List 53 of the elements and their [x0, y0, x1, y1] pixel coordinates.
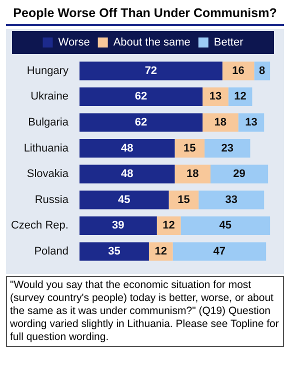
bar [172, 242, 266, 261]
data-label: 15 [184, 142, 196, 154]
data-label: 18 [214, 116, 227, 129]
data-label: 45 [118, 194, 130, 206]
text: "Would you say that the economic situation for most (survey country's people) today is better, worse, or about the same as it was under communism?" (Q19) Question wording varied slightly in Lithuania. Please see Topline for full question wording. [6, 276, 284, 347]
data-label: 45 [219, 220, 232, 232]
data-label: 15 [178, 194, 190, 206]
y-tick-label: Bulgaria [28, 116, 70, 129]
legend-label: Better [214, 36, 244, 49]
data-label: 62 [134, 90, 148, 103]
data-label: 35 [108, 246, 120, 258]
y-tick-label: Hungary [26, 64, 69, 77]
data-label: 48 [120, 142, 134, 154]
data-label: 23 [221, 142, 234, 154]
data-label: 12 [162, 220, 175, 232]
bar [79, 62, 222, 80]
data-label: 16 [232, 64, 244, 77]
bar [210, 164, 268, 184]
data-label: 12 [154, 246, 167, 258]
data-label: 18 [186, 168, 199, 180]
data-label: 47 [213, 246, 226, 258]
y-tick-label: Czech Rep. [10, 220, 68, 232]
bar [148, 242, 173, 261]
y-tick-label: Slovakia [26, 168, 70, 180]
data-label: 39 [112, 220, 124, 232]
data-label: 62 [134, 116, 148, 129]
data-label: 13 [245, 116, 258, 129]
data-label: 33 [225, 194, 238, 206]
data-label: 72 [144, 64, 158, 77]
y-tick-label: Ukraine [30, 90, 68, 103]
y-tick-label: Russia [34, 194, 70, 206]
y-tick-label: Lithuania [24, 142, 70, 154]
bar [79, 164, 175, 184]
bar [174, 164, 210, 184]
data-label: 29 [233, 168, 246, 180]
bar [180, 216, 270, 235]
bar [79, 190, 169, 210]
data-label: 8 [259, 64, 266, 77]
legend-label: About the same [113, 36, 190, 49]
legend-label: Worse [58, 36, 90, 49]
chart-title: People Worse Off Than Under Communism? [6, 4, 284, 26]
bar [79, 113, 203, 132]
bar [198, 190, 264, 210]
data-label: 13 [209, 90, 222, 103]
bar [79, 139, 175, 158]
data-label: 48 [120, 168, 134, 180]
data-label: 12 [234, 90, 246, 103]
bar [202, 113, 238, 132]
bar [79, 242, 149, 261]
bar [79, 216, 157, 235]
y-tick-label: Poland [34, 246, 68, 258]
bar [79, 87, 203, 106]
bar [204, 139, 250, 158]
